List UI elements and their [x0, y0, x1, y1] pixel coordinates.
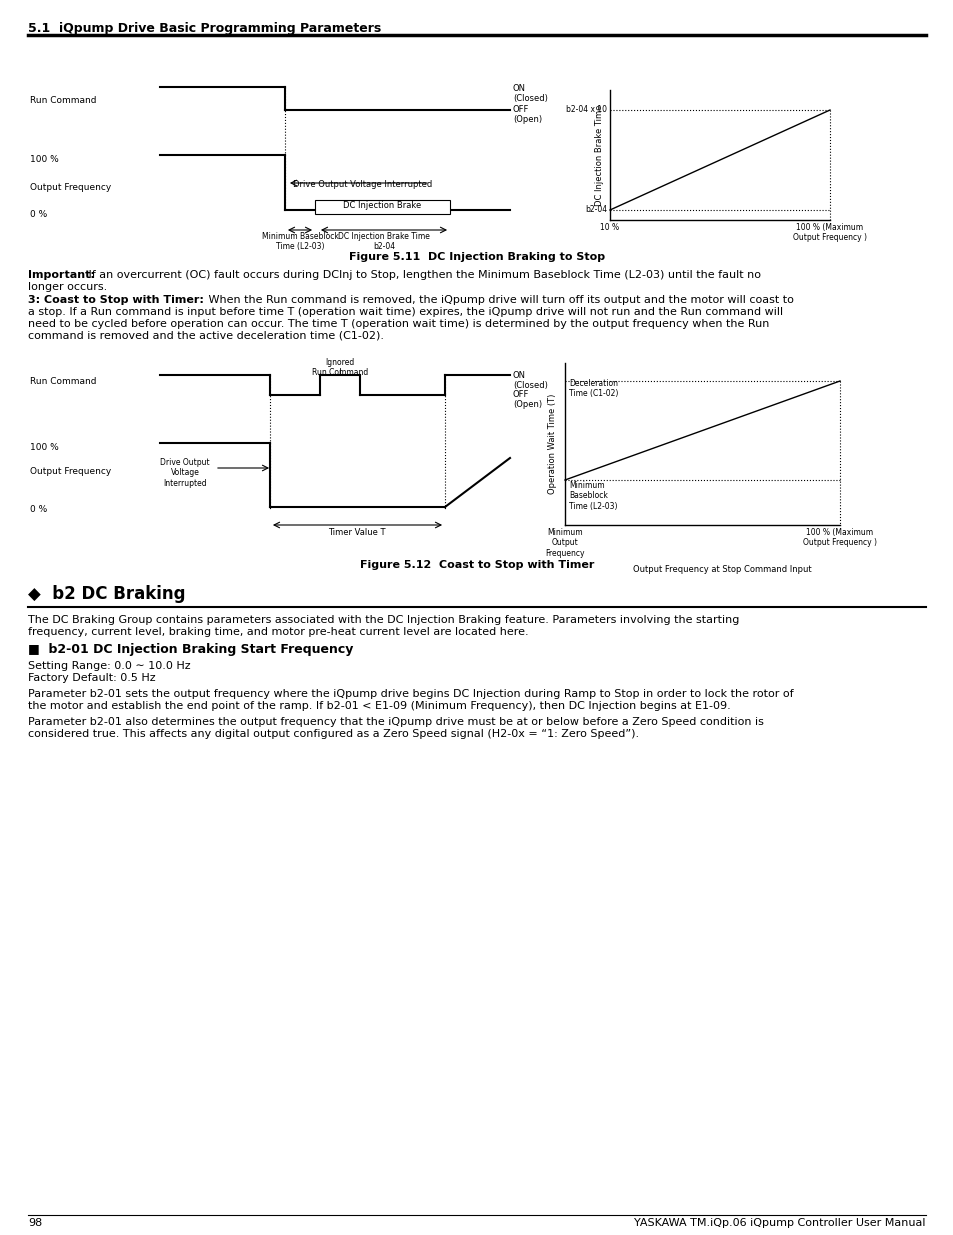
- Text: Output Frequency at Stop Command Input: Output Frequency at Stop Command Input: [632, 564, 810, 574]
- Text: Run Command: Run Command: [30, 96, 96, 105]
- Text: Operation Wait Time (T): Operation Wait Time (T): [548, 394, 557, 494]
- Text: 100 %: 100 %: [30, 156, 59, 164]
- Text: 100 % (Maximum
Output Frequency ): 100 % (Maximum Output Frequency ): [802, 529, 876, 547]
- Text: 0 %: 0 %: [30, 210, 48, 219]
- Text: Ignored
Run Command: Ignored Run Command: [312, 358, 368, 378]
- Text: Minimum
Baseblock
Time (L2-03): Minimum Baseblock Time (L2-03): [568, 480, 617, 511]
- Text: 10 %: 10 %: [599, 224, 618, 232]
- Text: longer occurs.: longer occurs.: [28, 282, 107, 291]
- Text: command is removed and the active deceleration time (C1-02).: command is removed and the active decele…: [28, 331, 384, 341]
- Text: Timer Value T: Timer Value T: [328, 529, 385, 537]
- Text: ON
(Closed): ON (Closed): [513, 84, 547, 104]
- Text: Drive Output
Voltage
Interrupted: Drive Output Voltage Interrupted: [160, 458, 210, 488]
- Text: OFF
(Open): OFF (Open): [513, 390, 541, 409]
- Text: ◆  b2 DC Braking: ◆ b2 DC Braking: [28, 585, 185, 603]
- Text: Important:: Important:: [28, 270, 94, 280]
- Text: a stop. If a Run command is input before time T (operation wait time) expires, t: a stop. If a Run command is input before…: [28, 308, 782, 317]
- Text: Output Frequency: Output Frequency: [30, 467, 112, 475]
- Text: Parameter b2-01 sets the output frequency where the iQpump drive begins DC Injec: Parameter b2-01 sets the output frequenc…: [28, 689, 793, 710]
- Text: DC Injection Brake Time
b2-04: DC Injection Brake Time b2-04: [337, 232, 430, 252]
- Text: Parameter b2-01 also determines the output frequency that the iQpump drive must : Parameter b2-01 also determines the outp…: [28, 718, 763, 739]
- Text: OFF
(Open): OFF (Open): [513, 105, 541, 125]
- Text: YASKAWA TM.iQp.06 iQpump Controller User Manual: YASKAWA TM.iQp.06 iQpump Controller User…: [634, 1218, 925, 1228]
- Text: If an overcurrent (OC) fault occurs during DCInj to Stop, lengthen the Minimum B: If an overcurrent (OC) fault occurs duri…: [85, 270, 760, 280]
- Text: Minimum Baseblock
Time (L2-03): Minimum Baseblock Time (L2-03): [261, 232, 338, 252]
- Text: 5.1  iQpump Drive Basic Programming Parameters: 5.1 iQpump Drive Basic Programming Param…: [28, 22, 381, 35]
- Text: ■  b2-01 DC Injection Braking Start Frequency: ■ b2-01 DC Injection Braking Start Frequ…: [28, 643, 353, 656]
- Text: b2-04 x 10: b2-04 x 10: [565, 105, 606, 115]
- Text: Setting Range: 0.0 ∼ 10.0 Hz
Factory Default: 0.5 Hz: Setting Range: 0.0 ∼ 10.0 Hz Factory Def…: [28, 661, 191, 683]
- Bar: [314, 200, 450, 214]
- Text: 0 %: 0 %: [30, 505, 48, 514]
- Text: 3: Coast to Stop with Timer:: 3: Coast to Stop with Timer:: [28, 295, 204, 305]
- Text: Minimum
Output
Frequency: Minimum Output Frequency: [545, 529, 584, 558]
- Text: Run Command: Run Command: [30, 378, 96, 387]
- Text: When the Run command is removed, the iQpump drive will turn off its output and t: When the Run command is removed, the iQp…: [205, 295, 793, 305]
- Text: DC Injection Brake: DC Injection Brake: [342, 201, 420, 210]
- Text: 100 %: 100 %: [30, 443, 59, 452]
- Text: ON
(Closed): ON (Closed): [513, 370, 547, 390]
- Text: need to be cycled before operation can occur. The time T (operation wait time) i: need to be cycled before operation can o…: [28, 319, 768, 329]
- Text: DC Injection Brake Time: DC Injection Brake Time: [595, 104, 604, 206]
- Text: 100 % (Maximum
Output Frequency ): 100 % (Maximum Output Frequency ): [792, 224, 866, 242]
- Text: Figure 5.12  Coast to Stop with Timer: Figure 5.12 Coast to Stop with Timer: [359, 559, 594, 571]
- Text: The DC Braking Group contains parameters associated with the DC Injection Brakin: The DC Braking Group contains parameters…: [28, 615, 739, 636]
- Text: Output Frequency: Output Frequency: [30, 183, 112, 191]
- Text: 98: 98: [28, 1218, 42, 1228]
- Text: Figure 5.11  DC Injection Braking to Stop: Figure 5.11 DC Injection Braking to Stop: [349, 252, 604, 262]
- Text: Deceleration
Time (C1-02): Deceleration Time (C1-02): [568, 379, 618, 399]
- Text: b2-04: b2-04: [584, 205, 606, 215]
- Text: Drive Output Voltage Interrupted: Drive Output Voltage Interrupted: [293, 180, 432, 189]
